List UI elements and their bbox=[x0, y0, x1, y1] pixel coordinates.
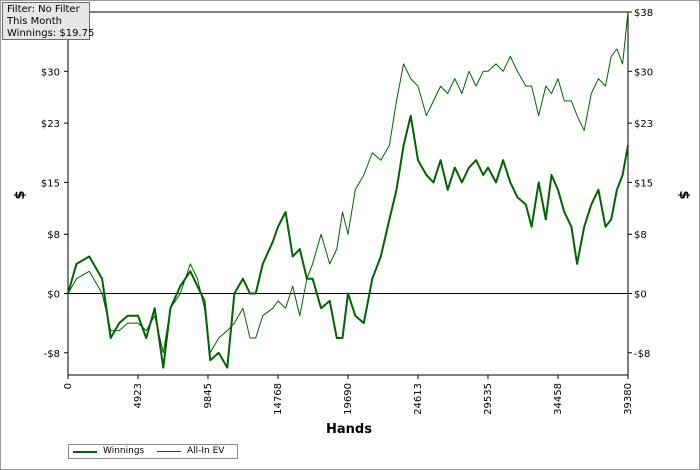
x-tick-label: 29535 bbox=[483, 383, 494, 415]
legend-label-allin-ev: All-In EV bbox=[187, 446, 225, 456]
x-tick-label: 39380 bbox=[623, 383, 634, 415]
x-tick-label: 9845 bbox=[203, 383, 214, 408]
y-axis-title-right: $ bbox=[676, 190, 691, 199]
y-tick-label-left: -$8 bbox=[44, 349, 60, 360]
x-tick-label: 4923 bbox=[133, 383, 144, 408]
legend-item-allin-ev: All-In EV bbox=[157, 445, 237, 458]
filter-label: Filter: No Filter bbox=[7, 4, 80, 15]
y-tick-label-left: $8 bbox=[47, 230, 60, 241]
winnings-label: Winnings: $19.75 bbox=[7, 28, 95, 39]
legend-swatch-winnings bbox=[73, 451, 97, 453]
series-layer bbox=[67, 11, 629, 369]
x-tick-label: 0 bbox=[63, 383, 74, 389]
y-tick-label-right: $30 bbox=[634, 67, 653, 78]
y-tick-label-right: $8 bbox=[634, 230, 647, 241]
y-axis-title-left: $ bbox=[13, 190, 28, 199]
x-tick-label: 24613 bbox=[413, 383, 424, 415]
legend-label-winnings: Winnings bbox=[103, 446, 145, 456]
filter-info-box: Filter: No Filter This Month Winnings: $… bbox=[2, 2, 95, 40]
y-tick-label-right: $15 bbox=[634, 178, 653, 189]
y-tick-label-left: $23 bbox=[41, 119, 60, 130]
y-tick-label-left: $30 bbox=[41, 67, 60, 78]
series-line-all-in-ev bbox=[67, 11, 629, 354]
period-label: This Month bbox=[7, 16, 62, 27]
x-tick-label: 14768 bbox=[273, 383, 284, 415]
y-tick-label-right: $0 bbox=[634, 290, 647, 301]
x-tick-label: 34458 bbox=[553, 383, 564, 415]
x-axis-title: Hands bbox=[326, 422, 372, 437]
y-tick-label-left: $0 bbox=[47, 290, 60, 301]
y-tick-label-right: -$8 bbox=[634, 349, 650, 360]
y-tick-label-right: $38 bbox=[634, 8, 653, 19]
legend-item-winnings: Winnings bbox=[73, 445, 153, 458]
y-tick-label-left: $15 bbox=[41, 178, 60, 189]
y-tick-label-right: $23 bbox=[634, 119, 653, 130]
legend-swatch-allin-ev bbox=[157, 451, 181, 452]
legend: Winnings All-In EV bbox=[68, 444, 238, 459]
axis-layer bbox=[64, 11, 632, 379]
x-tick-label: 19690 bbox=[343, 383, 354, 415]
